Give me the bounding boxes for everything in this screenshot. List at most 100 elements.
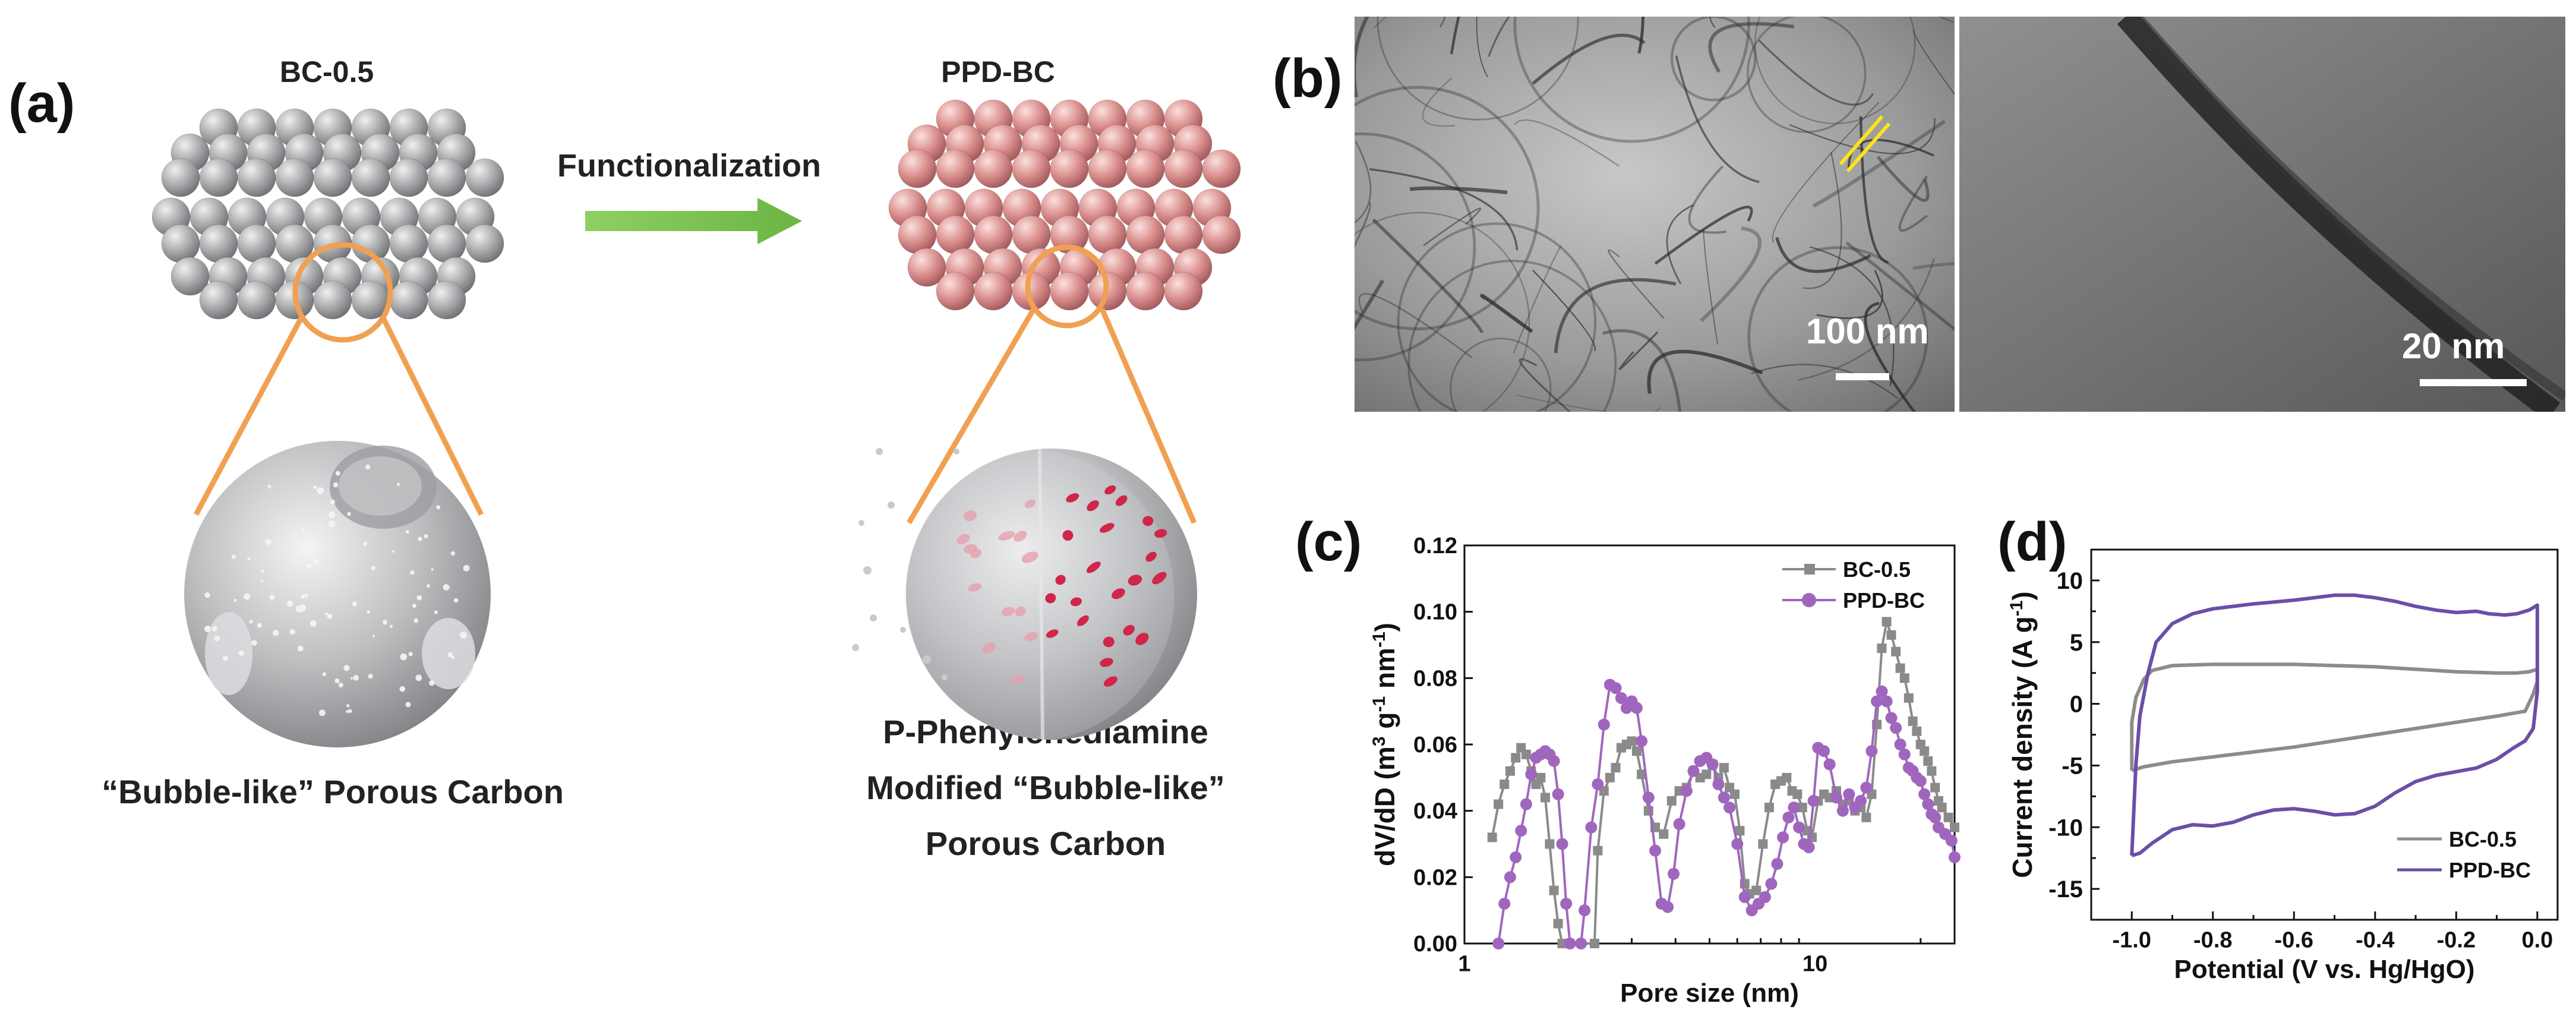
pore-dot: [204, 625, 211, 632]
stack-sphere: [1012, 149, 1051, 188]
data-point-square: [1643, 806, 1653, 816]
ppd-caption-line-3: Porous Carbon: [925, 825, 1166, 862]
carbon-sheet: [1912, 262, 1955, 270]
data-point-square: [1719, 763, 1729, 773]
scalebar-100nm: [1836, 373, 1889, 380]
carbon-sheet: [1859, 116, 1889, 264]
pore-dot: [301, 594, 305, 599]
data-point-square: [1593, 845, 1603, 856]
data-point-square: [1487, 832, 1497, 843]
data-point-circle: [1836, 804, 1849, 817]
data-point-square: [1912, 726, 1922, 736]
data-point-circle: [1712, 778, 1725, 790]
x-tick-label: -0.8: [2193, 927, 2232, 952]
carbon-sheet: [1864, 302, 1917, 412]
pore-dot: [330, 499, 335, 505]
x-tick-label: 10: [1802, 951, 1827, 976]
pore-dot: [333, 482, 339, 488]
pore-dot: [313, 485, 317, 490]
data-point-circle: [1515, 825, 1527, 837]
ppd-pore: [1115, 495, 1128, 506]
y-tick-label: 5: [2070, 630, 2083, 656]
data-point-square: [1536, 772, 1546, 782]
carbon-sheet: [1772, 102, 1880, 243]
pore-dot: [410, 570, 415, 575]
carbon-sheet: [1789, 118, 1936, 154]
carbon-sheet: [1913, 30, 1955, 96]
ppd-pore: [1087, 500, 1099, 512]
carbon-sheet: [1758, 39, 1874, 106]
pore-dot: [265, 539, 272, 545]
data-point-square: [1545, 839, 1555, 849]
bubble-caption: “Bubble-like” Porous Carbon: [102, 773, 564, 810]
panel-d-letter: (d): [1997, 512, 2067, 572]
data-point-square: [1908, 716, 1918, 726]
pore-dot: [348, 709, 352, 713]
series-line-bc-0-5: [1491, 617, 1956, 945]
data-point-square: [1659, 829, 1669, 839]
stack-sphere: [974, 149, 1013, 188]
ppd-pore: [1077, 615, 1089, 626]
pore-dot: [204, 592, 210, 598]
data-point-circle: [1706, 758, 1719, 771]
y-tick-label: -15: [2048, 876, 2083, 903]
pore-dot: [353, 675, 359, 681]
functionalization-label: Functionalization: [557, 148, 821, 184]
pore-dot: [350, 677, 353, 680]
carbon-sheet: [1519, 358, 1571, 412]
data-point-square: [1751, 885, 1761, 895]
cv-curve-ppd-bc: [2130, 593, 2539, 857]
stack-sphere: [936, 215, 975, 254]
ppd-dot: [852, 644, 859, 651]
data-point-circle: [1520, 798, 1532, 810]
data-point-square: [1886, 630, 1896, 640]
ppd-pore: [1103, 676, 1117, 687]
data-point-circle: [1642, 791, 1655, 804]
data-point-square: [1792, 789, 1802, 799]
data-point-circle: [1498, 898, 1511, 910]
data-point-square: [1903, 693, 1914, 703]
stack-sphere: [313, 280, 352, 320]
carbon-sheet: [1488, 17, 1511, 57]
carbon-bubble: [1407, 260, 1617, 412]
data-point-circle: [1843, 788, 1855, 800]
ppd-pore: [1135, 632, 1149, 645]
ppd-dot: [923, 655, 931, 664]
y-tick-label: 0: [2070, 692, 2083, 718]
ppd-pore: [1152, 572, 1167, 585]
carbon-sheet: [1355, 17, 1369, 97]
data-point-square: [1937, 803, 1947, 813]
pore-dot: [368, 673, 373, 679]
carbon-sheet: [1516, 394, 1661, 412]
legend-label: BC-0.5: [2449, 827, 2517, 851]
carbon-bubble: [1377, 17, 1579, 121]
ppd-pore: [1024, 632, 1038, 641]
ppd-pore: [1015, 607, 1026, 617]
carbon-bubble: [1747, 246, 1928, 412]
pore-dot: [389, 624, 393, 628]
data-point-square: [1540, 793, 1551, 803]
carbon-sheet: [1847, 138, 1934, 168]
panel-b-letter: (b): [1273, 48, 1343, 109]
data-point-square: [1549, 885, 1559, 895]
data-point-circle: [1492, 938, 1505, 949]
stack-sphere: [313, 158, 352, 197]
bc-zoom-lines: [194, 242, 484, 516]
stack-sphere: [427, 224, 466, 263]
legend-label: BC-0.5: [1843, 557, 1911, 582]
carbon-sheet: [1688, 165, 1726, 234]
pore-dot: [287, 600, 293, 607]
carbon-sheet: [1355, 201, 1371, 248]
carbon-bubble: [1670, 17, 1757, 102]
stack-sphere: [199, 158, 238, 197]
ppd-pore: [1100, 523, 1115, 533]
stack-sphere: [237, 224, 276, 263]
cv-curve-bc-0-5: [2130, 662, 2539, 772]
data-point-square: [1505, 766, 1515, 776]
y-tick-label: 0.04: [1413, 799, 1457, 824]
pore-dot: [328, 511, 336, 519]
bc-bubble-sphere: [184, 441, 491, 747]
data-point-square: [1782, 772, 1792, 782]
x-tick-label: -0.2: [2437, 927, 2476, 952]
